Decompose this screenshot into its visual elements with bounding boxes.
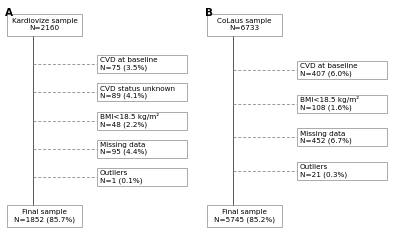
Text: Outliers
N=21 (0.3%): Outliers N=21 (0.3%) — [300, 164, 347, 178]
FancyBboxPatch shape — [7, 14, 82, 36]
Text: CVD at baseline
N=407 (6.0%): CVD at baseline N=407 (6.0%) — [300, 63, 358, 77]
Text: CVD status unknown
N=89 (4.1%): CVD status unknown N=89 (4.1%) — [100, 86, 175, 99]
Text: BMI<18.5 kg/m²
N=108 (1.6%): BMI<18.5 kg/m² N=108 (1.6%) — [300, 96, 359, 111]
FancyBboxPatch shape — [297, 162, 387, 180]
FancyBboxPatch shape — [297, 61, 387, 79]
Text: B: B — [205, 8, 213, 18]
FancyBboxPatch shape — [207, 205, 282, 227]
FancyBboxPatch shape — [97, 55, 187, 73]
FancyBboxPatch shape — [97, 83, 187, 101]
FancyBboxPatch shape — [7, 205, 82, 227]
Text: Outliers
N=1 (0.1%): Outliers N=1 (0.1%) — [100, 170, 142, 184]
Text: CoLaus sample
N=6733: CoLaus sample N=6733 — [217, 19, 272, 31]
Text: Final sample
N=5745 (85.2%): Final sample N=5745 (85.2%) — [214, 209, 275, 223]
Text: Final sample
N=1852 (85.7%): Final sample N=1852 (85.7%) — [14, 209, 75, 223]
Text: BMI<18.5 kg/m²
N=48 (2.2%): BMI<18.5 kg/m² N=48 (2.2%) — [100, 113, 159, 128]
Text: A: A — [5, 8, 13, 18]
FancyBboxPatch shape — [297, 95, 387, 113]
FancyBboxPatch shape — [97, 168, 187, 186]
FancyBboxPatch shape — [97, 111, 187, 129]
Text: CVD at baseline
N=75 (3.5%): CVD at baseline N=75 (3.5%) — [100, 57, 158, 71]
FancyBboxPatch shape — [97, 140, 187, 158]
FancyBboxPatch shape — [297, 128, 387, 146]
Text: Kardiovize sample
N=2160: Kardiovize sample N=2160 — [12, 19, 78, 31]
Text: Missing data
N=95 (4.4%): Missing data N=95 (4.4%) — [100, 142, 147, 155]
FancyBboxPatch shape — [207, 14, 282, 36]
Text: Missing data
N=452 (6.7%): Missing data N=452 (6.7%) — [300, 131, 352, 144]
